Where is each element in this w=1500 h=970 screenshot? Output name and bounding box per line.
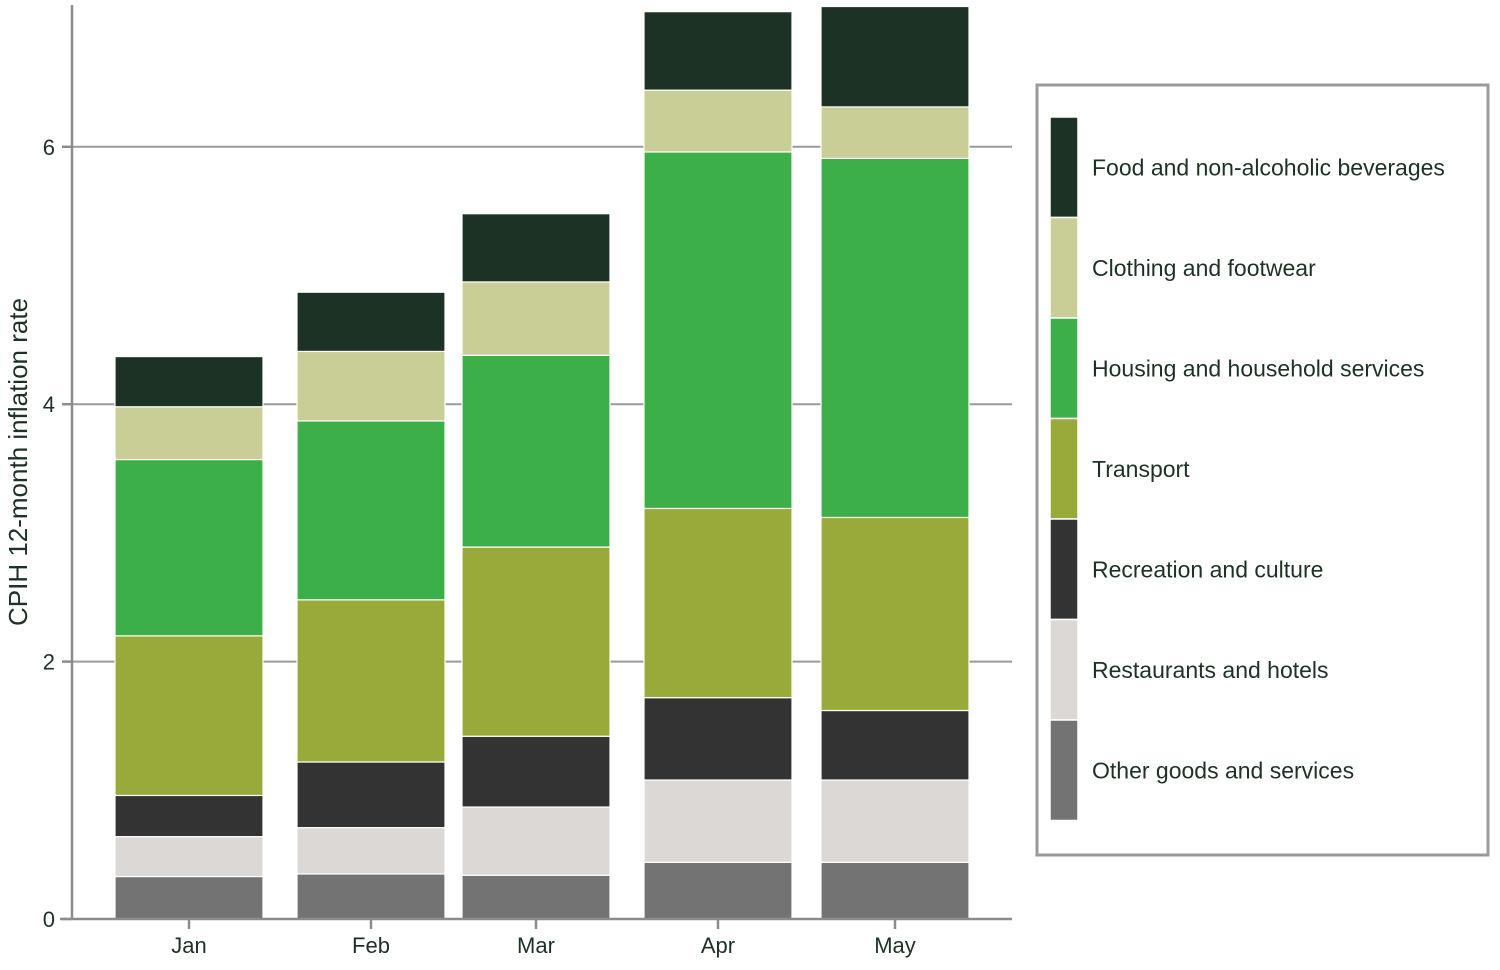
bar-segment	[461, 735, 611, 808]
legend-swatch	[1049, 518, 1079, 621]
bar-segment	[820, 516, 970, 712]
bar-segment	[296, 420, 446, 601]
bar-segment	[114, 794, 264, 838]
bar-segment	[820, 5, 970, 108]
x-tick-label: May	[874, 933, 916, 958]
bars	[114, 5, 970, 920]
bar-segment	[114, 635, 264, 797]
bar-segment	[643, 151, 793, 510]
legend-swatch	[1049, 317, 1079, 420]
bar-segment	[643, 11, 793, 91]
legend-label: Other goods and services	[1092, 757, 1354, 783]
x-tick-label: Jan	[171, 933, 206, 958]
bar-segment	[114, 458, 264, 637]
y-tick-label: 2	[43, 650, 55, 675]
bar-segment	[114, 836, 264, 878]
bar-segment	[461, 806, 611, 876]
bar-segment	[296, 827, 446, 875]
bar-segment	[461, 281, 611, 356]
bar-segment	[643, 507, 793, 699]
legend-label: Recreation and culture	[1092, 556, 1323, 582]
bar-segment	[820, 709, 970, 781]
bar-segment	[296, 291, 446, 353]
bar-segment	[643, 697, 793, 781]
bar-segment	[296, 873, 446, 920]
bar-segment	[296, 599, 446, 763]
legend: Food and non-alcoholic beverages Clothing…	[1035, 83, 1490, 857]
y-axis-title: CPIH 12-month inflation rate	[3, 298, 33, 626]
bar-segment	[296, 350, 446, 422]
legend-box	[1035, 83, 1490, 857]
x-tick-label: Feb	[352, 933, 390, 958]
y-tick-labels: 0 2 4 6	[43, 135, 72, 932]
y-tick-label: 6	[43, 135, 55, 160]
bar-segment	[643, 779, 793, 863]
bar-segment	[820, 106, 970, 159]
legend-label: Restaurants and hotels	[1092, 657, 1329, 683]
bar-segment	[461, 354, 611, 548]
bar-segment	[461, 874, 611, 920]
bar-segment	[643, 861, 793, 920]
legend-label: Transport	[1092, 456, 1190, 482]
legend-swatch	[1049, 719, 1079, 822]
bar-segment	[296, 761, 446, 829]
bar-segment	[114, 875, 264, 920]
x-tick-label: Apr	[701, 933, 735, 958]
bar-segment	[643, 89, 793, 153]
bar-segment	[114, 406, 264, 461]
x-tick-label: Mar	[517, 933, 555, 958]
y-tick-label: 4	[43, 392, 55, 417]
x-tick-labels: Jan Feb Mar Apr May	[171, 919, 916, 958]
bar-segment	[820, 779, 970, 863]
legend-swatch	[1049, 417, 1079, 520]
y-tick-label: 0	[43, 907, 55, 932]
legend-label: Clothing and footwear	[1092, 255, 1316, 281]
legend-label: Food and non-alcoholic beverages	[1092, 154, 1445, 180]
legend-label: Housing and household services	[1092, 355, 1424, 381]
bar-segment	[820, 861, 970, 920]
bar-segment	[461, 546, 611, 737]
bar-segment	[114, 355, 264, 408]
bar-segment	[820, 157, 970, 519]
legend-swatch	[1049, 116, 1079, 219]
legend-swatch	[1049, 216, 1079, 319]
legend-swatch	[1049, 618, 1079, 721]
bar-segment	[461, 213, 611, 283]
